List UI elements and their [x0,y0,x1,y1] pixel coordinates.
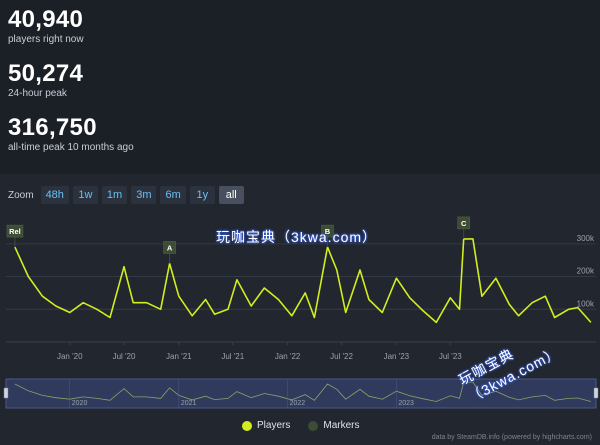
current-players-value: 40,940 [8,6,84,33]
current-players-label: players right now [8,34,84,45]
marker-flag-rel [6,224,24,238]
marker-label: A [167,243,173,252]
zoom-1m-button[interactable]: 1m [101,186,128,204]
all-time-peak-value: 316,750 [8,114,97,141]
players-legend-dot [242,420,252,431]
marker-label: C [461,219,467,228]
zoom-48h-button[interactable]: 48h [40,186,69,204]
marker-label: B [325,227,331,236]
navigator-handle-left[interactable] [3,387,9,399]
legend-item-players[interactable]: Players [242,420,290,431]
stats-panel: 40,940 players right now 50,274 24-hour … [0,0,600,163]
zoom-1y-button[interactable]: 1y [189,186,215,204]
zoom-label: Zoom [8,189,34,201]
marker-flag-a [163,241,176,254]
navigator-series-line [14,381,592,402]
watermark-top: 玩咖宝典（3kwa.com） [216,229,378,245]
markers-legend-dot [308,420,319,431]
navigator-handle-right[interactable] [593,387,599,399]
marker-label: Rel [9,227,21,236]
day-peak-stat: 50,274 24-hour peak [8,60,83,100]
all-time-peak-stat: 316,750 all-time peak 10 months ago [8,114,134,154]
y-tick-label: 300k [577,234,595,243]
zoom-1w-button[interactable]: 1w [72,186,98,204]
day-peak-label: 24-hour peak [8,88,67,99]
navigator-tick-label: 2023 [398,400,414,407]
y-tick-label: 200k [577,267,595,276]
navigator-tick-label: 2021 [181,400,197,407]
x-tick-label: Jan '21 [166,352,192,361]
current-players-stat: 40,940 players right now [8,6,84,46]
day-peak-value: 50,274 [8,60,84,87]
chart-legend: Players Markers [242,420,359,431]
zoom-controls: Zoom 48h 1w 1m 3m 6m 1y all [8,186,244,204]
x-tick-label: Jul '20 [113,352,136,361]
x-tick-label: Jul '23 [439,352,462,361]
all-time-peak-label: all-time peak 10 months ago [8,142,134,153]
x-tick-label: Jan '20 [57,352,83,361]
navigator-tick-label: 2022 [290,400,306,407]
zoom-3m-button[interactable]: 3m [131,186,157,204]
zoom-all-button[interactable]: all [218,186,244,204]
marker-flag-c [457,216,470,230]
marker-flag-b [321,224,334,238]
zoom-6m-button[interactable]: 6m [160,186,186,204]
legend-players-label: Players [257,420,291,431]
navigator-tick-label: 2020 [72,400,88,407]
y-tick-label: 100k [577,299,595,308]
chart-credit[interactable]: data by SteamDB.info (powered by highcha… [431,434,592,441]
x-tick-label: Jul '21 [221,352,244,361]
x-tick-label: Jan '23 [384,352,410,361]
legend-item-markers[interactable]: Markers [308,420,359,431]
x-tick-label: Jan '22 [275,352,301,361]
players-series-line [14,238,592,324]
legend-markers-label: Markers [323,420,360,431]
x-tick-label: Jul '22 [330,352,353,361]
